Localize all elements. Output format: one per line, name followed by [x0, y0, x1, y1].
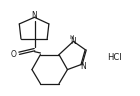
Text: N: N: [80, 62, 86, 71]
Text: N: N: [32, 11, 37, 20]
Text: O: O: [10, 50, 16, 59]
Text: HCl: HCl: [107, 53, 121, 62]
Text: N: N: [71, 37, 76, 46]
Text: H: H: [69, 35, 74, 40]
